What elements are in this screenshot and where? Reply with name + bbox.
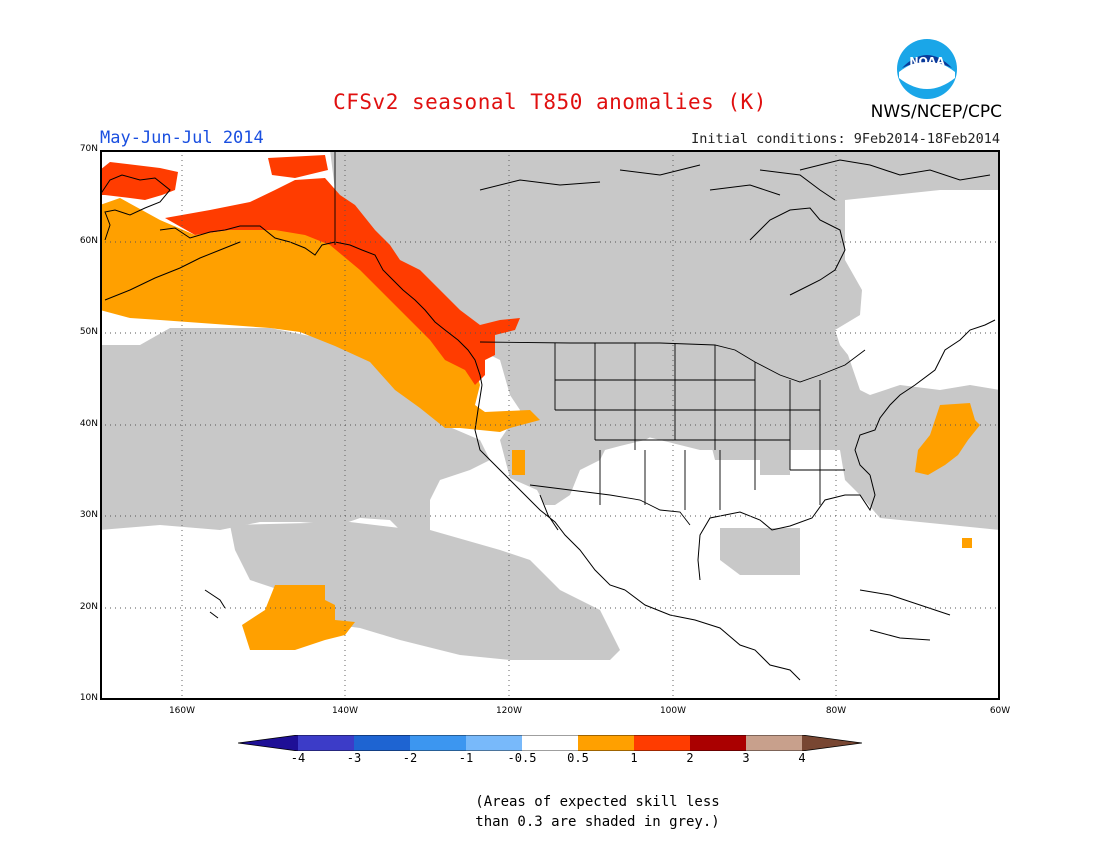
lat-label-70n: 70N <box>79 144 98 154</box>
colorbar-tick-minus-0-5: -0.5 <box>507 751 537 765</box>
grey-north-canada <box>330 150 1000 505</box>
colorbar-tick-1: 1 <box>630 751 638 765</box>
lon-label-100w: 100W <box>659 706 687 716</box>
colorbar-segment-2 <box>354 735 410 751</box>
colorbar-tick-0-5: 0.5 <box>567 751 589 765</box>
coastline-arctic-islands <box>479 159 991 196</box>
orange-hawaii <box>242 585 355 650</box>
coastline-west-us <box>474 384 626 591</box>
map-frame <box>100 150 1000 700</box>
lat-label-30n: 30N <box>79 510 98 520</box>
lon-label-160w: 160W <box>168 706 196 716</box>
colorbar-arrow-low <box>238 735 298 751</box>
lat-label-20n: 20N <box>79 602 98 612</box>
grey-west-us <box>565 378 770 450</box>
lon-label-140w: 140W <box>331 706 359 716</box>
skill-footnote: (Areas of expected skill less than 0.3 a… <box>0 792 1100 832</box>
coastline-caribbean <box>859 589 951 641</box>
orange-atlantic <box>915 403 980 475</box>
initial-conditions-label: Initial conditions: 9Feb2014-18Feb2014 <box>691 131 1000 147</box>
coastlines <box>100 159 996 681</box>
lon-label-60w: 60W <box>989 706 1011 716</box>
colorbar-tick-2: 2 <box>686 751 694 765</box>
colorbar-segment-9 <box>746 735 802 751</box>
noaa-logo-icon: NOAA <box>897 39 957 99</box>
coastline-aleutians <box>104 241 241 301</box>
skill-footnote-line1: (Areas of expected skill less <box>475 794 720 810</box>
colorbar-segment-8 <box>690 735 746 751</box>
noaa-logo-text: NOAA <box>909 55 945 68</box>
colorbar-tick-4: 4 <box>798 751 806 765</box>
lat-label-60n: 60N <box>79 236 98 246</box>
anomaly-map <box>100 150 1000 700</box>
orange-gulf-of-alaska <box>100 198 540 432</box>
grey-gulf-mexico <box>720 528 800 575</box>
colorbar-segment-3 <box>410 735 466 751</box>
lat-label-50n: 50N <box>79 327 98 337</box>
political-borders <box>334 150 866 526</box>
colorbar-tick-3: 3 <box>742 751 750 765</box>
colorbar-arrow-high <box>802 735 862 751</box>
red-alaska-coast <box>165 178 520 385</box>
grey-pacific <box>100 328 490 530</box>
coastline-mexico <box>624 474 876 681</box>
colorbar-tick-minus-3: -3 <box>346 751 362 765</box>
orange-atlantic-dot <box>962 538 972 548</box>
colorbar-segment-6 <box>578 735 634 751</box>
season-label: May-Jun-Jul 2014 <box>100 128 264 148</box>
colorbar-segment-7 <box>634 735 690 751</box>
coastline-hudson-bay <box>749 169 846 296</box>
colorbar-tick-minus-1: -1 <box>458 751 474 765</box>
orange-anomaly-regions <box>100 198 980 650</box>
red-yukon-top <box>268 155 328 178</box>
colorbar-segment-1 <box>298 735 354 751</box>
coastline-east-us <box>854 319 996 476</box>
colorbar-tick-minus-4: -4 <box>290 751 306 765</box>
lon-label-120w: 120W <box>495 706 523 716</box>
grey-pacific-south <box>230 522 620 660</box>
red-alaska-north <box>100 162 178 200</box>
colorbar-segment-5 <box>522 735 578 751</box>
border-us-mexico <box>529 484 691 526</box>
lat-label-40n: 40N <box>79 419 98 429</box>
anomaly-colorbar <box>238 735 862 751</box>
lat-label-10n: 10N <box>79 693 98 703</box>
colorbar-segment-4 <box>466 735 522 751</box>
red-anomaly-regions <box>100 155 520 385</box>
orange-nevada <box>512 450 525 475</box>
map-title: CFSv2 seasonal T850 anomalies (K) <box>333 90 767 114</box>
coastline-alaska <box>100 174 483 386</box>
coastline-hawaii <box>204 589 226 619</box>
agency-label: NWS/NCEP/CPC <box>870 102 1002 122</box>
lon-label-80w: 80W <box>825 706 847 716</box>
graticule <box>100 150 1000 700</box>
skill-footnote-line2: than 0.3 are shaded in grey.) <box>475 814 720 830</box>
colorbar-tick-minus-2: -2 <box>402 751 418 765</box>
